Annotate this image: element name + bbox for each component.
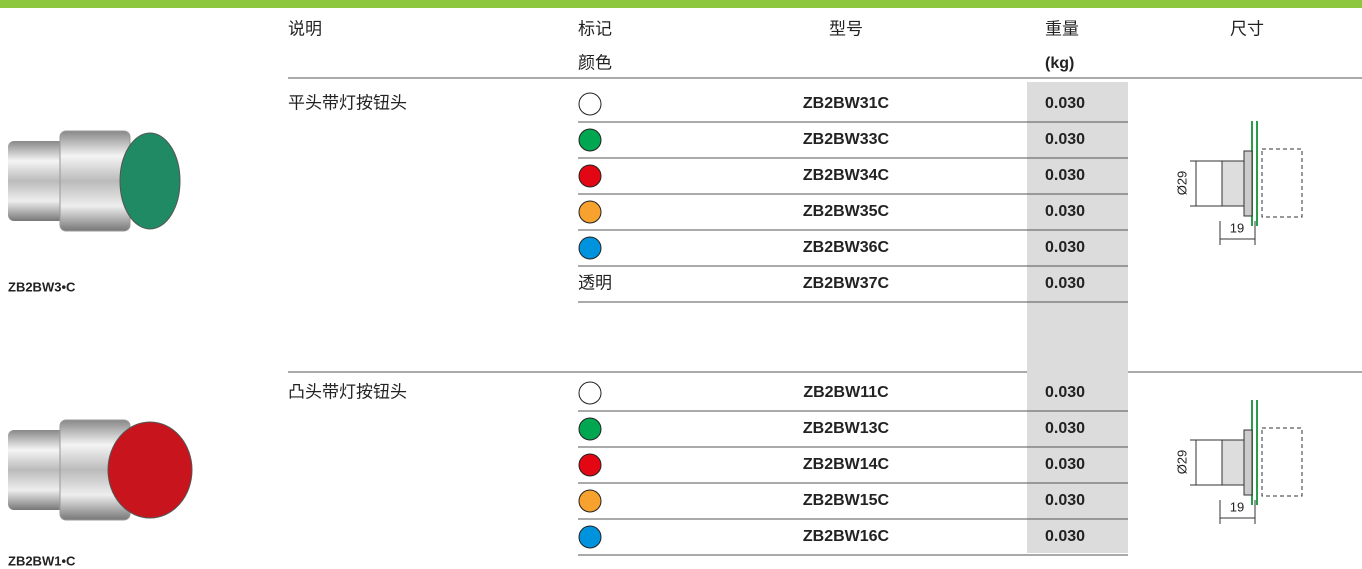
- body: [8, 430, 68, 510]
- color-swatch: [578, 200, 602, 224]
- marker-label: 透明: [578, 273, 612, 292]
- model: ZB2BW35C: [803, 203, 890, 220]
- length: 19: [1230, 499, 1244, 514]
- header-weight: 重量: [1045, 19, 1079, 38]
- color-swatch: [578, 453, 602, 477]
- model: ZB2BW16C: [803, 528, 890, 545]
- top-bar: [0, 0, 1362, 8]
- header-dimensions: 尺寸: [1230, 19, 1264, 38]
- model: ZB2BW15C: [803, 492, 890, 509]
- flange: [1243, 150, 1253, 217]
- weight: 0.030: [1045, 456, 1085, 473]
- model: ZB2BW37C: [803, 275, 890, 292]
- color-swatch: [578, 525, 602, 549]
- weight: 0.030: [1045, 239, 1085, 256]
- weight-column: [1027, 371, 1128, 553]
- dimension-drawing: Ø29 19: [1174, 121, 1303, 245]
- length: 19: [1230, 220, 1244, 235]
- header-weight-unit: (kg): [1045, 55, 1074, 72]
- cap: [107, 421, 193, 519]
- model: ZB2BW36C: [803, 239, 890, 256]
- body: [8, 141, 68, 221]
- header-marking: 标记: [578, 19, 612, 38]
- header-model: 型号: [829, 19, 863, 38]
- color-swatch: [578, 164, 602, 188]
- description: 平头带灯按钮头: [288, 93, 407, 112]
- header-description: 说明: [288, 19, 322, 38]
- diameter: Ø29: [1174, 171, 1189, 196]
- color-swatch: [578, 417, 602, 441]
- color-swatch: [578, 489, 602, 513]
- model: ZB2BW31C: [803, 95, 890, 112]
- color-swatch: [578, 381, 602, 405]
- image-label: ZB2BW3•C: [8, 279, 76, 294]
- model: ZB2BW14C: [803, 456, 890, 473]
- dimension-drawing: Ø29 19: [1174, 400, 1303, 524]
- weight: 0.030: [1045, 384, 1085, 401]
- header-color: 颜色: [578, 53, 612, 72]
- weight: 0.030: [1045, 95, 1085, 112]
- image-label: ZB2BW1•C: [8, 553, 76, 568]
- color-swatch: [578, 236, 602, 260]
- weight: 0.030: [1045, 203, 1085, 220]
- model: ZB2BW33C: [803, 131, 890, 148]
- product-image: [8, 419, 193, 521]
- color-swatch: [578, 92, 602, 116]
- weight: 0.030: [1045, 275, 1085, 292]
- weight: 0.030: [1045, 528, 1085, 545]
- model: ZB2BW34C: [803, 167, 890, 184]
- weight: 0.030: [1045, 492, 1085, 509]
- weight: 0.030: [1045, 167, 1085, 184]
- weight: 0.030: [1045, 420, 1085, 437]
- model: ZB2BW11C: [803, 384, 889, 401]
- cap: [119, 132, 181, 230]
- diameter: Ø29: [1174, 450, 1189, 475]
- body-outline: [1261, 148, 1303, 218]
- flange: [1243, 429, 1253, 496]
- color-swatch: [578, 128, 602, 152]
- weight: 0.030: [1045, 131, 1085, 148]
- description: 凸头带灯按钮头: [288, 382, 407, 401]
- product-image: [8, 130, 181, 232]
- weight-column: [1027, 82, 1128, 372]
- model: ZB2BW13C: [803, 420, 890, 437]
- body-outline: [1261, 427, 1303, 497]
